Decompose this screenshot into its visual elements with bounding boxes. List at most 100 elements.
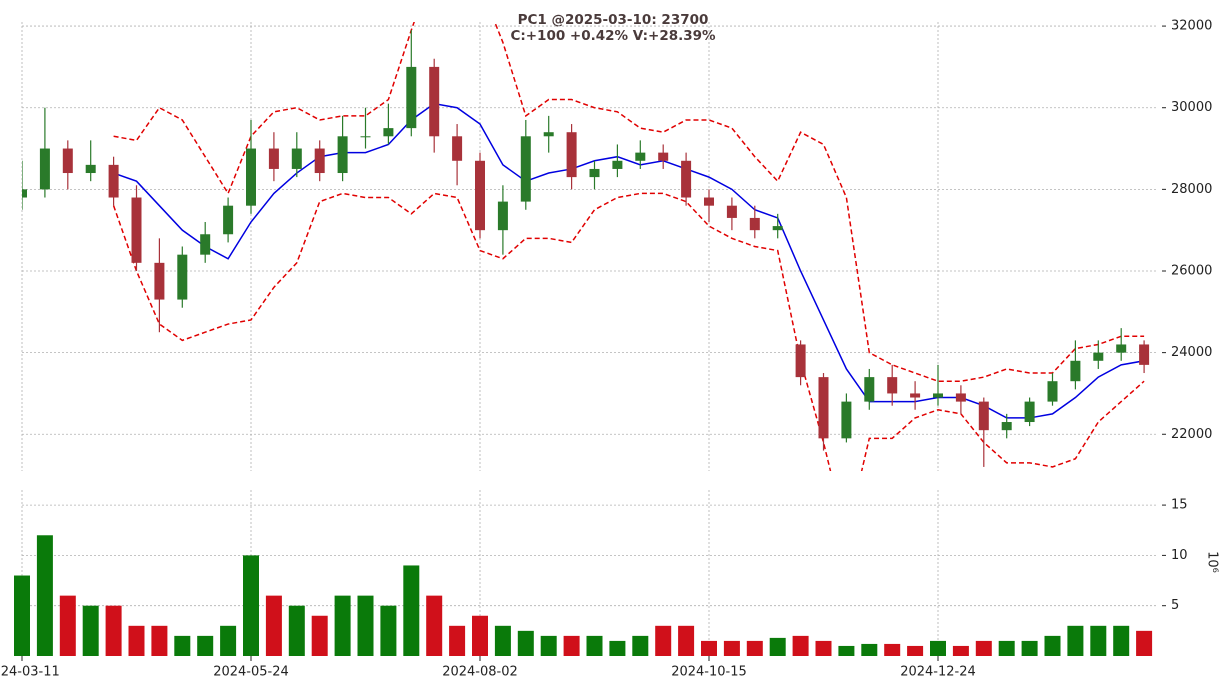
candle-body xyxy=(566,132,577,178)
volume-bar xyxy=(838,645,855,656)
candle-body xyxy=(429,66,440,137)
candle-body xyxy=(1070,360,1081,382)
volume-bar xyxy=(357,595,374,656)
price-lines xyxy=(22,22,1150,471)
candle-body xyxy=(1001,422,1012,431)
y-tick-label: 15 xyxy=(1171,498,1188,513)
candle-body xyxy=(268,148,279,169)
y-tick-label: 10 xyxy=(1171,548,1188,563)
volume-bar xyxy=(128,625,145,656)
volume-bar xyxy=(1113,625,1130,656)
candle-body xyxy=(772,226,783,231)
volume-bar xyxy=(1021,640,1038,656)
volume-bar xyxy=(678,625,695,656)
volume-bar xyxy=(952,645,969,656)
candle-body xyxy=(246,148,256,206)
x-tick-label: 2024-05-24 xyxy=(213,665,289,680)
volume-bar xyxy=(586,635,603,656)
candle-body xyxy=(933,393,943,398)
volume-bar xyxy=(563,635,580,656)
candle-body xyxy=(1093,352,1104,361)
candle-body xyxy=(22,189,27,198)
volume-bar xyxy=(59,595,76,656)
chart-subtitle: C:+100 +0.42% V:+28.39% xyxy=(510,28,716,44)
volume-bar xyxy=(861,643,878,656)
volume-bar xyxy=(884,643,901,656)
volume-bar xyxy=(105,605,122,656)
volume-bar xyxy=(426,595,443,656)
volume-bar xyxy=(494,625,511,656)
candle-body xyxy=(543,132,554,137)
volume-bar xyxy=(701,640,717,656)
y-tick-label: 32000 xyxy=(1171,19,1212,34)
candle-body xyxy=(383,128,394,137)
volume-bar xyxy=(334,595,351,656)
y-tick-label: 5 xyxy=(1171,598,1179,613)
candle-body xyxy=(910,393,921,398)
candle-body xyxy=(62,148,73,174)
candle-body xyxy=(635,152,646,161)
candle-body xyxy=(177,254,188,300)
volume-bar xyxy=(243,555,259,656)
candle-body xyxy=(475,160,485,231)
candle-body xyxy=(1116,344,1127,353)
candle-body xyxy=(795,344,806,378)
volume-axis-label: 10⁶ xyxy=(1205,551,1220,573)
candle-body xyxy=(864,377,875,402)
y-tick-label: 22000 xyxy=(1171,427,1212,442)
volume-bar xyxy=(1090,625,1107,656)
candle-body xyxy=(1024,401,1035,423)
candle-body xyxy=(291,148,302,169)
candle-body xyxy=(612,160,623,169)
volume-bar xyxy=(14,575,30,656)
volume-bar xyxy=(609,640,626,656)
volume-bar xyxy=(907,645,924,656)
volume-bar xyxy=(151,625,168,656)
candle-body xyxy=(955,393,966,402)
candle-body xyxy=(200,234,211,255)
volume-bar xyxy=(975,640,992,656)
candle-body xyxy=(39,148,50,190)
candle-body xyxy=(726,205,737,218)
volume-bar xyxy=(220,625,237,656)
y-tick-label: 30000 xyxy=(1171,100,1212,115)
volume-bar xyxy=(815,640,832,656)
candle-body xyxy=(154,262,165,300)
candle-body xyxy=(1047,381,1058,402)
candle-body xyxy=(497,201,508,231)
volume-bar xyxy=(1136,630,1153,656)
y-tick-label: 24000 xyxy=(1171,345,1212,360)
x-tick-label: 2024-10-15 xyxy=(671,665,747,680)
volume-bar xyxy=(632,635,649,656)
y-tick-label: 28000 xyxy=(1171,182,1212,197)
candle-body xyxy=(452,136,463,161)
volume-bar xyxy=(449,625,466,656)
candle-body xyxy=(131,197,142,263)
candle-body xyxy=(360,136,371,138)
volume-bar xyxy=(265,595,282,656)
x-tick-label: 2024-12-24 xyxy=(900,665,976,680)
bollinger-band xyxy=(113,22,1145,382)
volume-bar xyxy=(769,637,786,656)
candle-body xyxy=(978,401,989,431)
volume-bar xyxy=(82,605,99,656)
candle-body xyxy=(108,164,119,198)
volume-bar xyxy=(998,640,1015,656)
volume-bar xyxy=(403,565,420,656)
volume-bar xyxy=(472,615,488,656)
volume-bar xyxy=(540,635,557,656)
volume-bar xyxy=(311,615,328,656)
candle-body xyxy=(520,136,531,202)
moving-average xyxy=(113,102,1145,419)
candle-body xyxy=(658,152,669,161)
volume-bar xyxy=(197,635,214,656)
candle-body xyxy=(406,66,417,129)
candle-body xyxy=(749,217,760,231)
volume-bar xyxy=(792,635,809,656)
candle-body xyxy=(223,205,234,235)
volume-bar xyxy=(288,605,305,656)
x-tick-label: 2024-08-02 xyxy=(442,665,518,680)
volume-bar xyxy=(174,635,191,656)
